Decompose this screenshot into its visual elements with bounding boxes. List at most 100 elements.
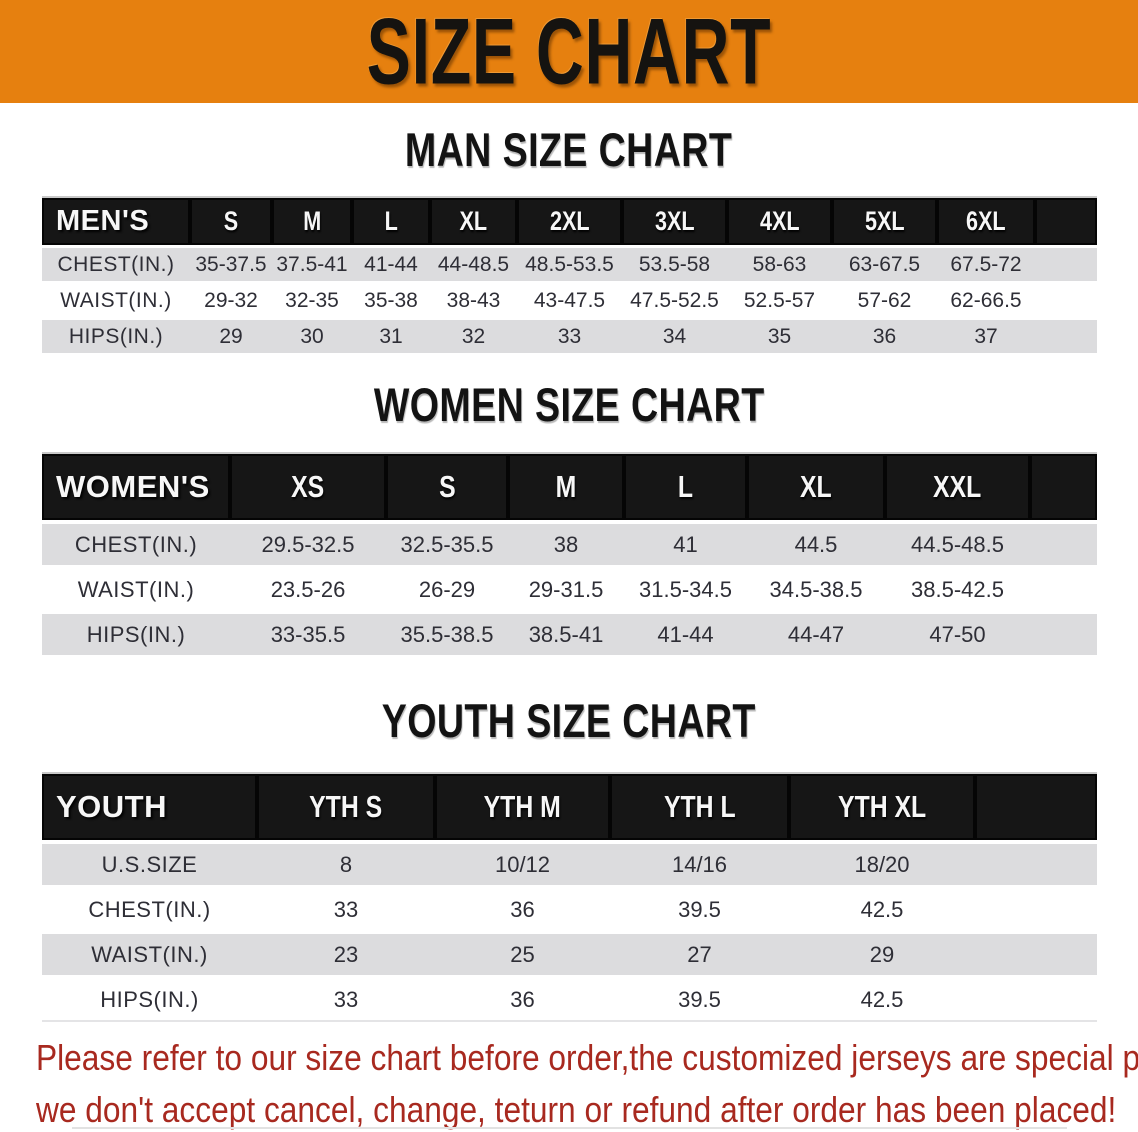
size-value-cell: 42.5 [789,975,975,1022]
size-column-header-text: YTH M [483,789,562,824]
size-value-cell: 62-66.5 [937,281,1035,319]
table-group-label: MEN'S [42,196,190,247]
size-value-cell: 33 [257,975,435,1022]
youth-size-table: YOUTH YTH S YTH M YTH L YTH XL U.S.SIZE 8 10/12… [42,772,1097,1022]
size-column-header: S [386,452,508,522]
size-value-cell: 38 [508,520,624,567]
size-value-cell: 34 [622,317,727,353]
disclaimer-line-2: we don't accept cancel, change, teturn o… [36,1089,1117,1130]
filler-cell [1030,565,1097,612]
man-section-title: MAN SIZE CHART [0,124,1138,176]
size-value-cell: 30 [272,317,352,353]
filler-cell [1035,245,1097,283]
women-section-title: WOMEN SIZE CHART [0,379,1138,431]
size-column-header: M [272,196,352,247]
page-title: SIZE CHART [366,0,772,104]
filler-cell [975,885,1097,932]
size-column-header-text: 2XL [549,206,590,236]
size-column-header: 2XL [517,196,622,247]
table-row: CHEST(IN.) 29.5-32.5 32.5-35.5 38 41 44.5 44.5… [42,520,1097,567]
size-value-cell: 29.5-32.5 [230,520,386,567]
size-value-cell: 58-63 [727,245,832,283]
size-column-header-text: L [677,469,694,504]
filler-cell [1035,281,1097,319]
size-column-header: 6XL [937,196,1035,247]
size-value-cell: 35-37.5 [190,245,272,283]
row-label: HIPS(IN.) [42,975,257,1022]
row-label: WAIST(IN.) [42,565,230,612]
filler-cell [1035,196,1097,247]
bottom-edge-line [72,1127,1067,1129]
size-value-cell: 38-43 [430,281,517,319]
size-value-cell: 25 [435,930,610,977]
size-value-cell: 36 [832,317,937,353]
size-value-cell: 23 [257,930,435,977]
table-header-row: MEN'S S M L XL 2XL 3XL 4XL 5XL 6XL [42,196,1097,247]
filler-cell [1030,520,1097,567]
filler-cell [975,772,1097,842]
size-column-header-text: XXL [933,469,982,504]
size-column-header: YTH M [435,772,610,842]
size-column-header: YTH XL [789,772,975,842]
row-label: CHEST(IN.) [42,885,257,932]
size-column-header: 3XL [622,196,727,247]
row-label: WAIST(IN.) [42,281,190,319]
youth-section-title-text: YOUTH SIZE CHART [381,694,757,747]
size-value-cell: 33-35.5 [230,610,386,655]
size-column-header-text: XL [800,469,832,504]
size-value-cell: 31 [352,317,430,353]
size-column-header-text: XS [291,469,325,504]
size-column-header: XS [230,452,386,522]
size-value-cell: 57-62 [832,281,937,319]
table-row: HIPS(IN.) 29 30 31 32 33 34 35 36 37 [42,317,1097,353]
size-value-cell: 32 [430,317,517,353]
size-column-header-text: 6XL [966,206,1006,236]
size-value-cell: 10/12 [435,840,610,887]
size-value-cell: 44.5 [747,520,885,567]
size-column-header: L [624,452,747,522]
row-label: CHEST(IN.) [42,245,190,283]
size-value-cell: 43-47.5 [517,281,622,319]
row-label: U.S.SIZE [42,840,257,887]
size-value-cell: 39.5 [610,975,789,1022]
man-section-title-text: MAN SIZE CHART [405,123,733,176]
filler-cell [1030,452,1097,522]
size-value-cell: 29-32 [190,281,272,319]
table-row: WAIST(IN.) 23 25 27 29 [42,930,1097,977]
size-value-cell: 29 [190,317,272,353]
size-value-cell: 52.5-57 [727,281,832,319]
size-value-cell: 32-35 [272,281,352,319]
size-value-cell: 31.5-34.5 [624,565,747,612]
size-column-header-text: YTH XL [837,789,927,824]
size-value-cell: 44-48.5 [430,245,517,283]
size-value-cell: 33 [257,885,435,932]
size-value-cell: 53.5-58 [622,245,727,283]
size-value-cell: 63-67.5 [832,245,937,283]
size-value-cell: 41-44 [352,245,430,283]
size-column-header-text: YTH L [663,789,736,824]
size-value-cell: 48.5-53.5 [517,245,622,283]
size-value-cell: 41-44 [624,610,747,655]
table-group-label-text: YOUTH [56,789,167,824]
men-size-table: MEN'S S M L XL 2XL 3XL 4XL 5XL 6XL CHEST(IN.) 35-37… [42,196,1097,353]
row-label: CHEST(IN.) [42,520,230,567]
size-value-cell: 44.5-48.5 [885,520,1030,567]
size-column-header-text: 5XL [864,206,905,236]
size-value-cell: 14/16 [610,840,789,887]
size-column-header: L [352,196,430,247]
table-row: U.S.SIZE 8 10/12 14/16 18/20 [42,840,1097,887]
row-label: HIPS(IN.) [42,317,190,353]
size-value-cell: 36 [435,885,610,932]
table-row: HIPS(IN.) 33-35.5 35.5-38.5 38.5-41 41-44 44-… [42,610,1097,655]
size-value-cell: 36 [435,975,610,1022]
filler-cell [975,840,1097,887]
filler-cell [1030,610,1097,655]
size-column-header-text: L [384,206,398,236]
table-group-label-text: WOMEN'S [56,469,210,504]
size-value-cell: 39.5 [610,885,789,932]
size-value-cell: 29-31.5 [508,565,624,612]
size-value-cell: 35 [727,317,832,353]
size-column-header: M [508,452,624,522]
table-row: CHEST(IN.) 35-37.5 37.5-41 41-44 44-48.5 48.5… [42,245,1097,283]
table-header-row: YOUTH YTH S YTH M YTH L YTH XL [42,772,1097,842]
